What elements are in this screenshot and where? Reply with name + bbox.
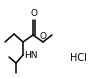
Text: O: O: [30, 9, 38, 18]
Text: HCl: HCl: [70, 53, 87, 63]
Text: O: O: [40, 32, 46, 41]
Text: HN: HN: [24, 50, 38, 59]
